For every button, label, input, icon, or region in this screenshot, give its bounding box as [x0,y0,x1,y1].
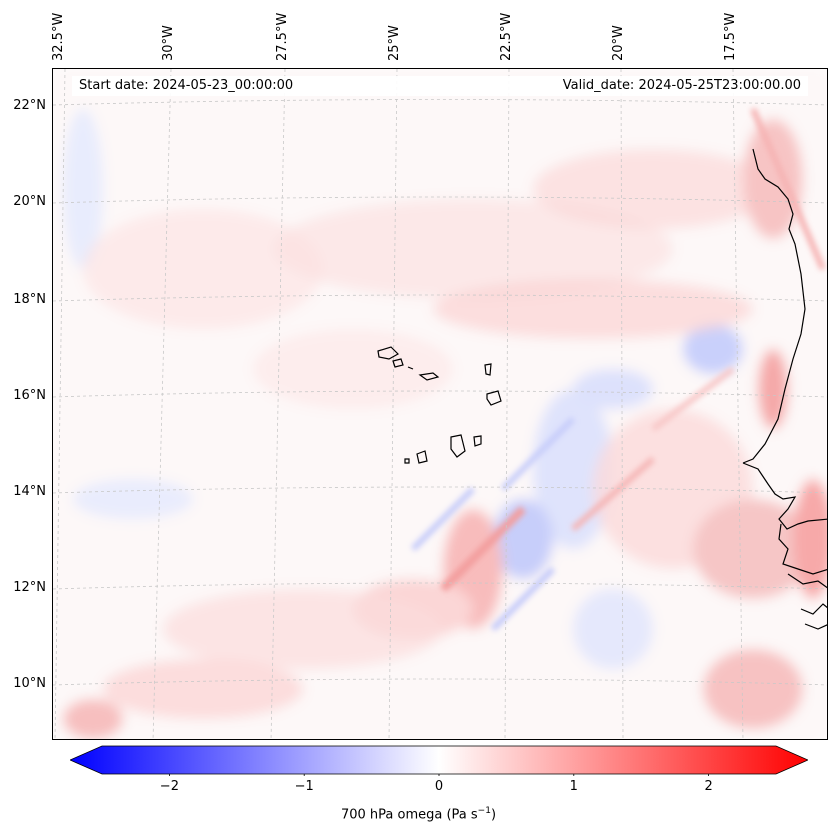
lon-label: 27.5°W [275,12,290,61]
lat-label: 10°N [13,676,46,691]
lon-label: 22.5°W [499,12,514,61]
omega-field [53,69,827,739]
lat-label: 12°N [13,580,46,595]
graticule [53,69,827,739]
colorbar-tick-label: 2 [704,779,713,794]
colorbar-tick-label: 1 [569,779,578,794]
lat-label: 18°N [13,292,46,307]
lat-label: 16°N [13,388,46,403]
lat-label: 14°N [13,484,46,499]
valid-date-label: Valid_date: 2024-05-25T23:00:00.00 [562,78,801,93]
colorbar-label: 700 hPa omega (Pa s−1) [340,806,497,823]
coastline [377,148,827,630]
map-panel [52,68,828,740]
colorbar [69,744,809,778]
lon-label: 30°W [161,25,176,61]
omega-streaks [410,107,826,632]
lon-label: 20°W [611,25,626,61]
start-date-label: Start date: 2024-05-23_00:00:00 [79,78,294,93]
lat-label: 22°N [13,98,46,113]
map-canvas [53,69,827,739]
colorbar-tick-label: −2 [159,779,179,794]
lon-label: 25°W [387,25,402,61]
lon-label: 17.5°W [723,12,738,61]
colorbar-graphic [69,745,809,778]
lon-label: 32.5°W [51,12,66,61]
colorbar-tick-label: 0 [434,779,444,794]
colorbar-tick-label: −1 [294,779,314,794]
date-info-bar: Start date: 2024-05-23_00:00:00 Valid_da… [72,76,808,96]
lat-label: 20°N [13,194,46,209]
